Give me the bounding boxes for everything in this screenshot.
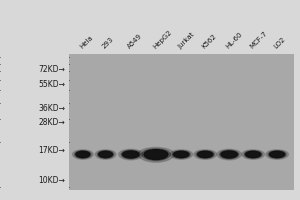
Text: K562: K562 xyxy=(201,33,218,50)
Text: 28KD→: 28KD→ xyxy=(39,118,65,127)
Ellipse shape xyxy=(76,151,90,158)
Ellipse shape xyxy=(217,149,242,160)
Text: 72KD→: 72KD→ xyxy=(39,65,65,74)
Text: 36KD→: 36KD→ xyxy=(38,104,65,113)
Ellipse shape xyxy=(266,150,289,159)
Ellipse shape xyxy=(246,151,261,158)
Ellipse shape xyxy=(196,151,214,158)
Text: 10KD→: 10KD→ xyxy=(39,176,65,185)
Ellipse shape xyxy=(269,151,285,158)
Ellipse shape xyxy=(142,149,170,161)
Ellipse shape xyxy=(118,149,143,160)
Ellipse shape xyxy=(172,151,190,158)
Ellipse shape xyxy=(198,151,213,158)
Text: 17KD→: 17KD→ xyxy=(39,146,65,155)
Ellipse shape xyxy=(144,150,168,160)
Ellipse shape xyxy=(74,151,91,158)
Text: 293: 293 xyxy=(101,36,115,50)
Text: Hela: Hela xyxy=(79,34,94,50)
Ellipse shape xyxy=(221,151,237,158)
Ellipse shape xyxy=(138,147,174,162)
Text: HepG2: HepG2 xyxy=(152,29,173,50)
Ellipse shape xyxy=(99,151,112,158)
Text: Jurkat: Jurkat xyxy=(177,31,196,50)
Text: 55KD→: 55KD→ xyxy=(38,80,65,89)
Ellipse shape xyxy=(121,150,141,159)
Text: LO2: LO2 xyxy=(273,36,286,50)
Ellipse shape xyxy=(123,151,139,158)
Ellipse shape xyxy=(170,150,193,159)
Ellipse shape xyxy=(97,151,114,158)
Ellipse shape xyxy=(174,151,189,158)
Ellipse shape xyxy=(244,151,262,158)
Ellipse shape xyxy=(268,151,286,158)
Ellipse shape xyxy=(219,150,239,159)
Text: HL-60: HL-60 xyxy=(225,31,244,50)
Ellipse shape xyxy=(194,150,217,159)
Ellipse shape xyxy=(73,150,93,159)
Ellipse shape xyxy=(95,150,116,159)
Text: MCF-7: MCF-7 xyxy=(249,30,268,50)
Ellipse shape xyxy=(242,150,265,159)
Text: A549: A549 xyxy=(127,33,143,50)
